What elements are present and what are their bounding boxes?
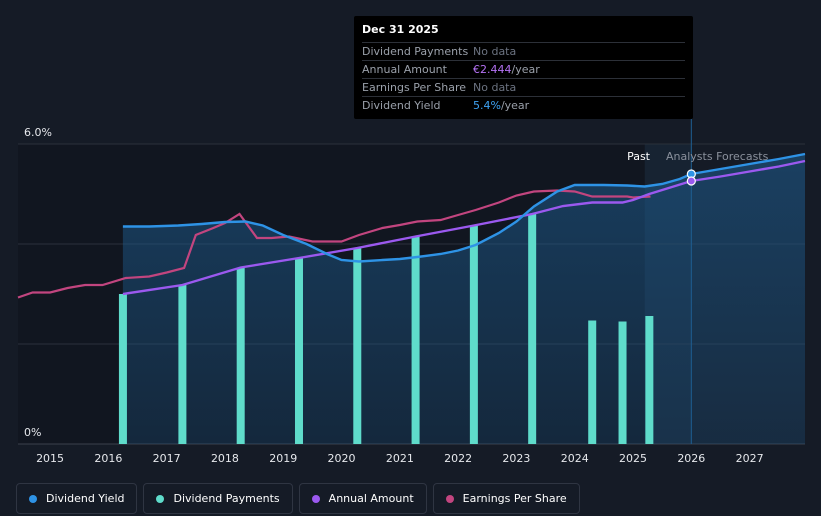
annual-amount-marker[interactable] — [686, 176, 696, 186]
legend-item-dividend-payments[interactable]: Dividend Payments — [143, 483, 293, 514]
tooltip-value: €2.444/year — [473, 61, 540, 78]
dividend-yield-value: 5.4% — [473, 99, 501, 112]
x-tick-label: 2019 — [269, 452, 297, 465]
tooltip-date: Dec 31 2025 — [362, 23, 439, 36]
legend-label: Earnings Per Share — [462, 492, 567, 505]
dividend-payment-bar[interactable] — [645, 316, 654, 444]
annual-amount-value: €2.444 — [473, 63, 512, 76]
tooltip-key: Dividend Payments — [362, 45, 469, 58]
legend-dot-icon — [311, 494, 320, 503]
dividend-payments-bars — [118, 214, 654, 445]
dividend-yield-unit: /year — [500, 99, 530, 112]
legend-dot-icon — [156, 494, 165, 503]
past-label: Past — [627, 150, 651, 163]
dividend-payment-bar[interactable] — [236, 267, 245, 445]
tooltip-value: 5.4%/year — [473, 97, 529, 114]
x-tick-label: 2022 — [444, 452, 472, 465]
annual-amount-line — [122, 159, 806, 296]
tooltip-key: Annual Amount — [362, 63, 447, 76]
x-tick-label: 2026 — [677, 452, 705, 465]
x-tick-label: 2023 — [502, 452, 530, 465]
dividend-payment-bar[interactable] — [588, 320, 597, 445]
dividend-payment-bar[interactable] — [353, 248, 362, 444]
tooltip-value: No data — [473, 81, 517, 94]
tooltip-key: Earnings Per Share — [362, 81, 467, 94]
legend-item-dividend-yield[interactable]: Dividend Yield — [16, 483, 138, 514]
legend-item-annual-amount[interactable]: Annual Amount — [298, 483, 427, 514]
analysts-forecasts-label: Analysts Forecasts — [666, 150, 769, 163]
x-axis-ticks: 2015 2016 2017 2018 2019 2020 2021 2022 2023 2024… — [36, 452, 764, 465]
tooltip-key: Dividend Yield — [362, 99, 441, 112]
y-axis-bottom-label: 0% — [24, 426, 41, 439]
legend-label: Annual Amount — [328, 492, 414, 505]
dividend-payment-bar[interactable] — [618, 321, 627, 445]
tooltip: Dec 31 2025 Dividend Payments No data An… — [354, 16, 693, 119]
legend: Dividend Yield Dividend Payments Annual … — [16, 483, 580, 514]
dividend-payment-bar[interactable] — [294, 258, 303, 444]
x-tick-label: 2017 — [153, 452, 181, 465]
x-tick-label: 2020 — [328, 452, 356, 465]
legend-dot-icon — [445, 494, 454, 503]
x-tick-label: 2016 — [94, 452, 122, 465]
dividend-payment-bar[interactable] — [469, 225, 478, 445]
tooltip-row-dividend-yield: Dividend Yield 5.4%/year — [362, 96, 685, 114]
annual-amount-unit: /year — [511, 63, 540, 76]
tooltip-row-annual-amount: Annual Amount €2.444/year — [362, 60, 685, 78]
legend-item-earnings-per-share[interactable]: Earnings Per Share — [432, 483, 580, 514]
legend-dot-icon — [29, 494, 37, 503]
dividend-yield-area — [122, 154, 805, 444]
x-tick-label: 2024 — [561, 452, 589, 465]
dividend-yield-line — [122, 152, 806, 263]
x-tick-label: 2027 — [736, 452, 764, 465]
dividend-payment-bar[interactable] — [118, 294, 127, 444]
legend-label: Dividend Payments — [173, 492, 280, 505]
y-axis-top-label: 6.0% — [24, 126, 52, 139]
x-tick-label: 2018 — [211, 452, 239, 465]
tooltip-row-dividend-payments: Dividend Payments No data — [362, 42, 685, 60]
dividend-payment-bar[interactable] — [411, 236, 420, 445]
dividend-payment-bar[interactable] — [178, 285, 187, 444]
legend-label: Dividend Yield — [46, 492, 125, 505]
tooltip-value: No data — [473, 45, 517, 58]
tooltip-row-earnings-per-share: Earnings Per Share No data — [362, 78, 685, 96]
x-tick-label: 2021 — [386, 452, 414, 465]
x-tick-label: 2025 — [619, 452, 647, 465]
x-tick-label: 2015 — [36, 452, 64, 465]
dividend-payment-bar[interactable] — [528, 214, 537, 444]
